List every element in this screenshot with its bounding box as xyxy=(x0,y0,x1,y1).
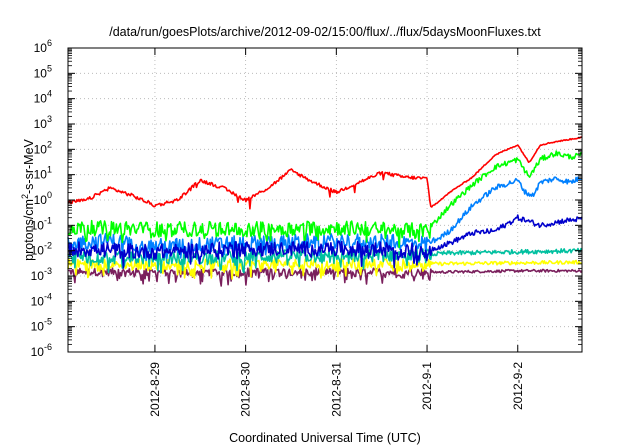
y-tick-label: 10-6 xyxy=(31,342,52,359)
y-axis-label-sup: 2 xyxy=(20,194,30,199)
y-tick-label: 104 xyxy=(34,89,52,106)
x-axis-ticks: 2012-8-29 2012-8-30 2012-8-31 2012-9-1 2012-… xyxy=(148,48,525,417)
y-tick-label-base: 10 xyxy=(34,168,48,182)
y-tick-label-base: 10 xyxy=(34,66,48,80)
chart-title: /data/run/goesPlots/archive/2012-09-02/1… xyxy=(109,25,541,39)
series-line xyxy=(67,150,583,249)
y-tick-label-base: 10 xyxy=(31,218,45,232)
y-tick-label-exp: 4 xyxy=(47,89,52,99)
x-axis-label: Coordinated Universal Time (UTC) xyxy=(229,431,421,445)
x-tick-label: 2012-8-29 xyxy=(148,362,162,417)
y-tick-label: 10-1 xyxy=(31,215,52,232)
y-tick-label-exp: 0 xyxy=(47,190,52,200)
x-tick-label: 2012-9-2 xyxy=(511,362,525,410)
y-tick-label: 100 xyxy=(34,190,52,207)
plot-area xyxy=(67,47,583,353)
y-tick-label-exp: 6 xyxy=(47,38,52,48)
y-tick-label-exp: -2 xyxy=(44,241,52,251)
y-tick-label-base: 10 xyxy=(31,294,45,308)
y-axis-label-rest: -s-sr-MeV xyxy=(22,138,36,194)
y-tick-label: 103 xyxy=(34,114,52,131)
y-tick-label-exp: 5 xyxy=(47,63,52,73)
y-tick-label-base: 10 xyxy=(34,92,48,106)
x-tick-label: 2012-8-30 xyxy=(239,362,253,417)
x-tick-label: 2012-8-31 xyxy=(329,362,343,417)
y-tick-label-base: 10 xyxy=(31,269,45,283)
y-tick-label: 106 xyxy=(34,38,52,55)
y-tick-label-base: 10 xyxy=(34,117,48,131)
x-tick-label: 2012-9-1 xyxy=(420,362,434,410)
grid-lines xyxy=(68,48,582,352)
y-tick-label: 102 xyxy=(34,139,52,156)
series-line xyxy=(67,176,583,262)
series-group xyxy=(67,136,583,287)
y-axis-ticks: 10-610-510-410-310-210-11001011021031041… xyxy=(31,38,582,359)
y-tick-label-exp: -1 xyxy=(44,215,52,225)
y-tick-label-exp: 2 xyxy=(47,139,52,149)
y-tick-label-base: 10 xyxy=(34,142,48,156)
y-tick-label-exp: -6 xyxy=(44,342,52,352)
series-line xyxy=(67,258,583,280)
series-line xyxy=(67,214,583,269)
y-tick-label-base: 10 xyxy=(31,320,45,334)
y-tick-label-exp: -4 xyxy=(44,291,52,301)
y-tick-label: 10-4 xyxy=(31,291,52,308)
y-tick-label-base: 10 xyxy=(31,345,45,359)
y-tick-label: 10-5 xyxy=(31,317,52,334)
y-tick-label-base: 10 xyxy=(31,244,45,258)
y-tick-label-base: 10 xyxy=(34,193,48,207)
y-tick-label-exp: 1 xyxy=(47,165,52,175)
y-axis-label: protons/cm2-s-sr-MeV xyxy=(20,138,36,260)
y-tick-label-exp: 3 xyxy=(47,114,52,124)
series-line xyxy=(67,136,583,210)
y-tick-label: 101 xyxy=(34,165,52,182)
y-tick-label-exp: -3 xyxy=(44,266,52,276)
y-tick-label-exp: -5 xyxy=(44,317,52,327)
y-tick-label: 105 xyxy=(34,63,52,80)
y-tick-label: 10-3 xyxy=(31,266,52,283)
y-tick-label: 10-2 xyxy=(31,241,52,258)
y-axis-label-base: protons/cm xyxy=(22,199,36,261)
y-tick-label-base: 10 xyxy=(34,41,48,55)
